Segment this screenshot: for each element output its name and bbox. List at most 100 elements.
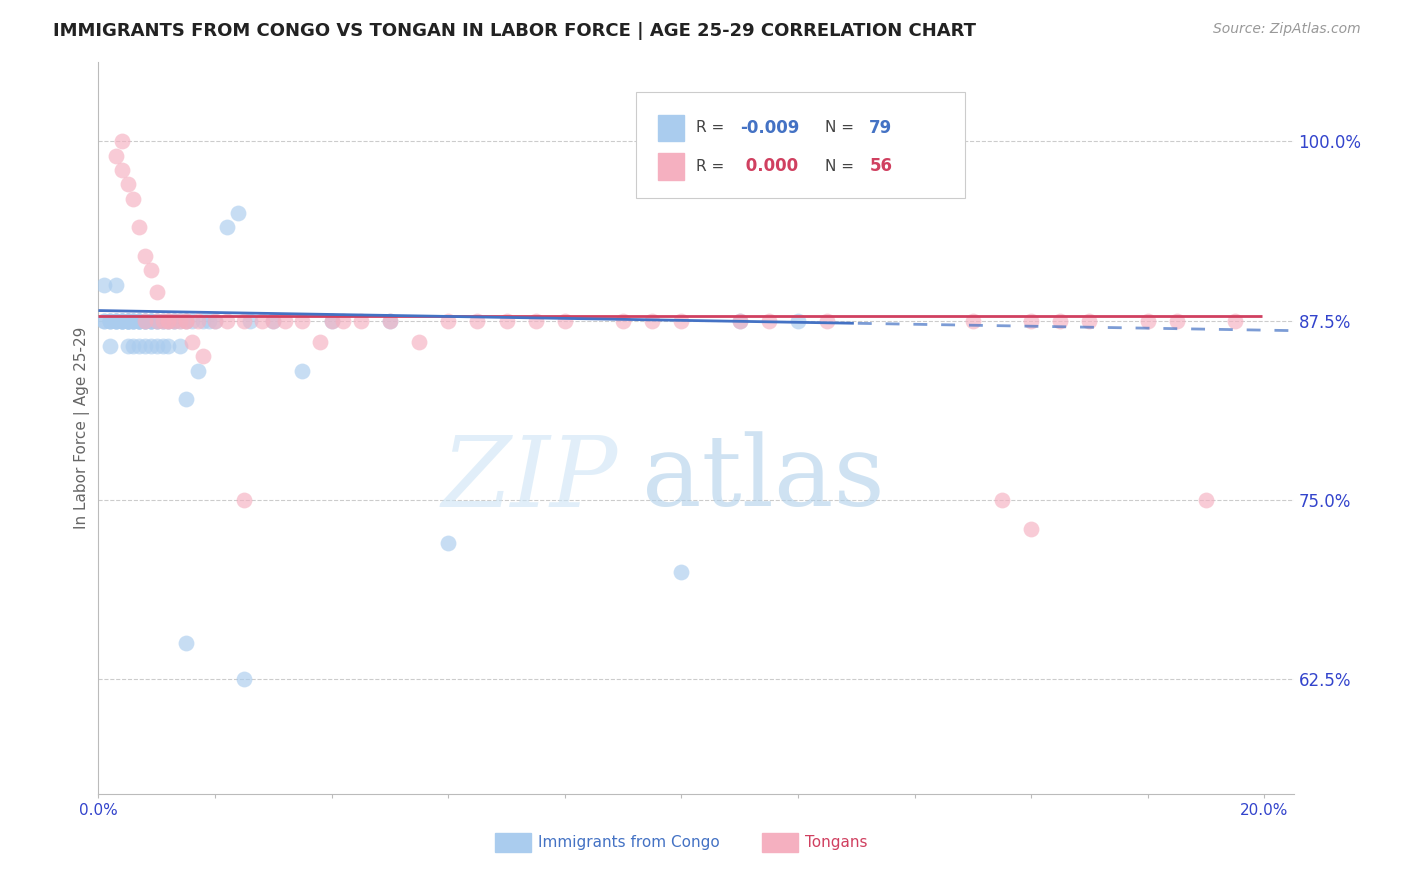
Point [145, 285, 167, 299]
Bar [658, 153, 685, 179]
Point [139, 313, 162, 327]
Point [309, 335, 332, 350]
Point [215, 220, 238, 235]
Point [98, 313, 121, 327]
Point [128, 313, 150, 327]
Point [139, 313, 162, 327]
Point [122, 313, 145, 327]
Point [169, 339, 191, 353]
Point [671, 313, 693, 327]
Point [98, 339, 121, 353]
Point [111, 313, 134, 327]
Point [111, 313, 134, 327]
Point [98, 313, 121, 327]
Point [437, 313, 460, 327]
Point [117, 313, 139, 327]
Point [174, 313, 197, 327]
Point [134, 313, 156, 327]
Text: Immigrants from Congo: Immigrants from Congo [538, 836, 720, 850]
Point [134, 313, 156, 327]
Point [291, 364, 314, 378]
Point [378, 313, 401, 327]
Point [117, 178, 139, 192]
Point [228, 206, 250, 220]
Point [1166, 313, 1188, 327]
Point [991, 492, 1014, 507]
Text: R =: R = [696, 159, 730, 174]
Point [332, 313, 354, 327]
Point [641, 313, 664, 327]
Point [122, 313, 145, 327]
Point [111, 134, 134, 148]
Point [122, 313, 145, 327]
Point [117, 313, 139, 327]
Text: IMMIGRANTS FROM CONGO VS TONGAN IN LABOR FORCE | AGE 25-29 CORRELATION CHART: IMMIGRANTS FROM CONGO VS TONGAN IN LABOR… [53, 22, 976, 40]
Point [157, 313, 180, 327]
Text: R =: R = [696, 120, 730, 136]
Point [152, 313, 174, 327]
Point [612, 313, 634, 327]
Point [671, 565, 693, 579]
Point [104, 313, 127, 327]
Point [215, 313, 238, 327]
Point [134, 339, 156, 353]
Point [291, 313, 314, 327]
Point [1225, 313, 1247, 327]
Point [1019, 522, 1042, 536]
Bar [762, 833, 797, 853]
Point [157, 313, 180, 327]
Point [233, 492, 256, 507]
Point [174, 313, 197, 327]
Point [1049, 313, 1071, 327]
Point [1195, 492, 1218, 507]
Point [437, 536, 460, 550]
Point [758, 313, 780, 327]
Bar [495, 833, 531, 853]
Point [111, 313, 134, 327]
Text: 56: 56 [869, 158, 893, 176]
Point [145, 313, 167, 327]
Point [128, 339, 150, 353]
Point [174, 313, 197, 327]
Point [233, 313, 256, 327]
Point [111, 163, 134, 178]
Point [554, 313, 576, 327]
Point [145, 339, 167, 353]
Point [163, 313, 186, 327]
Point [122, 339, 145, 353]
Point [134, 249, 156, 263]
Point [157, 313, 180, 327]
Point [111, 313, 134, 327]
Point [174, 636, 197, 650]
Point [378, 313, 401, 327]
Point [169, 313, 191, 327]
Point [117, 313, 139, 327]
Point [467, 313, 489, 327]
Point [1136, 313, 1159, 327]
Point [134, 313, 156, 327]
Point [139, 263, 162, 277]
Point [145, 313, 167, 327]
Point [111, 313, 134, 327]
Point [962, 313, 984, 327]
Point [1078, 313, 1101, 327]
Point [134, 313, 156, 327]
Point [117, 313, 139, 327]
Text: 79: 79 [869, 119, 893, 137]
Point [262, 313, 284, 327]
Point [180, 335, 202, 350]
Point [134, 313, 156, 327]
Text: Tongans: Tongans [804, 836, 868, 850]
Point [163, 313, 186, 327]
Point [157, 339, 180, 353]
Point [93, 313, 115, 327]
Point [198, 313, 221, 327]
Point [152, 339, 174, 353]
Point [128, 313, 150, 327]
Point [145, 313, 167, 327]
Text: ZIP: ZIP [441, 432, 619, 527]
Point [408, 335, 430, 350]
Point [104, 313, 127, 327]
Point [815, 313, 838, 327]
Point [204, 313, 226, 327]
